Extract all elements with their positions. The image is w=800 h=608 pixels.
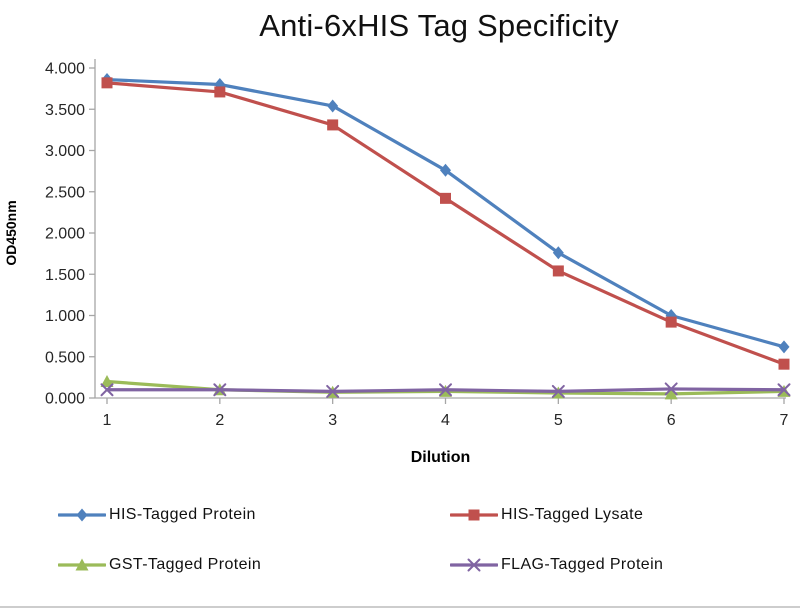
svg-text:0.500: 0.500 <box>45 349 85 366</box>
legend-label-his-tagged-lysate: HIS-Tagged Lysate <box>501 506 644 523</box>
svg-text:5: 5 <box>554 412 563 429</box>
svg-text:1.500: 1.500 <box>45 267 85 284</box>
plot-area: 0.000 0.500 1.000 1.500 2.000 2.500 3.000 3.500… <box>0 46 800 478</box>
chart-title: Anti-6xHIS Tag Specificity <box>259 8 619 43</box>
svg-text:1: 1 <box>103 412 112 429</box>
legend-label-flag-tagged-protein: FLAG-Tagged Protein <box>501 556 664 573</box>
svg-text:1.000: 1.000 <box>45 308 85 325</box>
svg-text:3.500: 3.500 <box>45 102 85 119</box>
svg-text:Dilution: Dilution <box>411 449 471 466</box>
legend-item-gst-tagged-protein: GST-Tagged Protein <box>58 556 450 574</box>
svg-text:2.000: 2.000 <box>45 226 85 243</box>
svg-text:4.000: 4.000 <box>45 61 85 78</box>
legend-label-his-tagged-protein: HIS-Tagged Protein <box>109 506 256 523</box>
legend-item-his-tagged-protein: HIS-Tagged Protein <box>58 506 450 524</box>
svg-text:OD450nm: OD450nm <box>3 200 19 265</box>
legend-label-gst-tagged-protein: GST-Tagged Protein <box>109 556 262 573</box>
svg-text:6: 6 <box>667 412 676 429</box>
legend-triangle-marker-icon <box>58 558 106 571</box>
svg-text:3.000: 3.000 <box>45 143 85 160</box>
line-chart-canvas: 0.000 0.500 1.000 1.500 2.000 2.500 3.000 3.500… <box>3 59 791 466</box>
legend-item-flag-tagged-protein: FLAG-Tagged Protein <box>450 556 790 574</box>
svg-text:2: 2 <box>215 412 224 429</box>
legend-square-marker-icon <box>450 509 498 521</box>
legend-diamond-marker-icon <box>58 508 106 522</box>
svg-text:4: 4 <box>441 412 450 429</box>
svg-text:7: 7 <box>780 412 789 429</box>
svg-text:3: 3 <box>328 412 337 429</box>
legend-x-marker-icon <box>450 558 498 572</box>
svg-text:0.000: 0.000 <box>45 391 85 408</box>
legend-item-his-tagged-lysate: HIS-Tagged Lysate <box>450 506 790 524</box>
legend: HIS-Tagged Protein HIS-Tagged Lysate GST… <box>58 506 800 574</box>
svg-text:2.500: 2.500 <box>45 184 85 201</box>
